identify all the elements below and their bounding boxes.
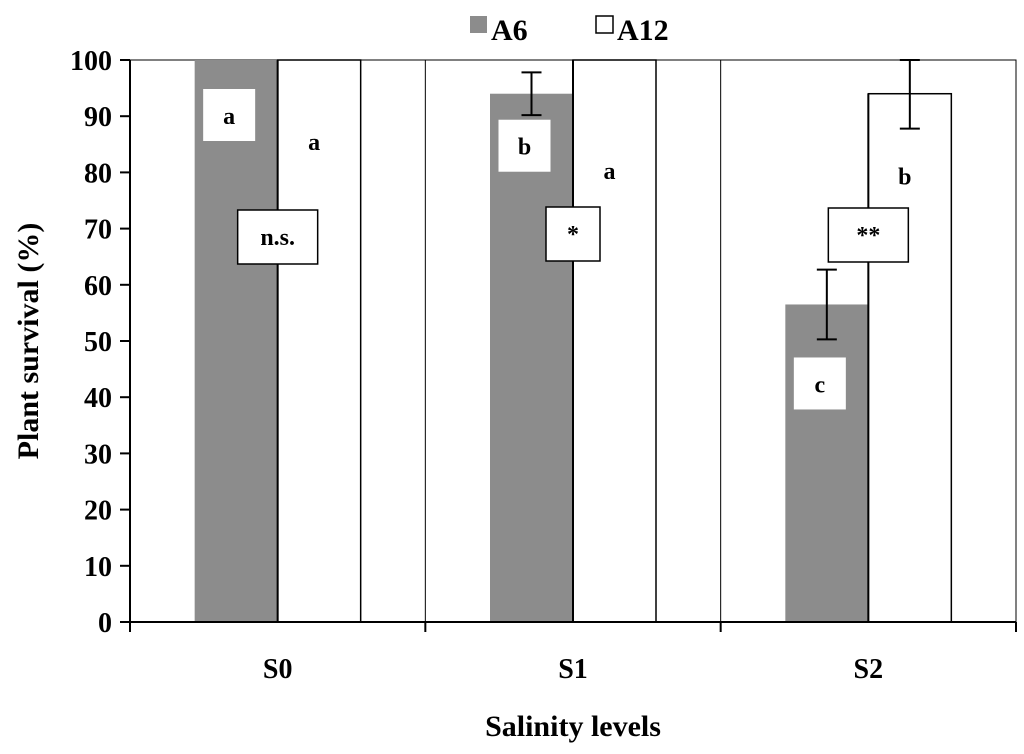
x-axis-title: Salinity levels xyxy=(485,710,661,743)
x-tick-label-s1: S1 xyxy=(558,654,588,685)
legend: A6 A12 xyxy=(470,14,669,47)
bar-a6-s1 xyxy=(490,93,573,623)
y-tick-label: 20 xyxy=(84,496,112,527)
error-bar-a6-s1 xyxy=(521,71,542,117)
comparison-annotation-s0: n.s. xyxy=(236,209,319,265)
significance-letter-a6-s0: a xyxy=(223,104,235,130)
y-tick-label: 80 xyxy=(84,158,112,189)
legend-label: A6 xyxy=(491,14,528,47)
y-tick-label: 90 xyxy=(84,102,112,133)
bars xyxy=(194,59,953,623)
y-tick-label: 30 xyxy=(84,439,112,470)
comparison-annotation-s2: ** xyxy=(827,207,910,263)
svg-text:n.s.: n.s. xyxy=(260,225,295,251)
bar-a6-s0 xyxy=(194,60,278,622)
bar-a6-s2 xyxy=(785,304,869,622)
letter-box xyxy=(498,119,551,172)
significance-letters: a a b a c b xyxy=(203,89,912,410)
x-tick-label-s0: S0 xyxy=(263,654,293,685)
significance-letter-a6-s1: b xyxy=(518,135,531,161)
legend-item-a12: A12 xyxy=(595,14,669,47)
y-tick-label: 70 xyxy=(84,215,112,246)
y-tick-label: 0 xyxy=(98,608,112,639)
significance-letter-a12-s2: b xyxy=(898,165,911,191)
letter-box xyxy=(793,357,846,410)
legend-label: A12 xyxy=(617,14,669,47)
legend-swatch xyxy=(595,15,614,34)
axes: S0 S1 S2 0 10 20 30 40 50 60 70 80 90 100 xyxy=(70,46,1017,685)
x-tick-label-s2: S2 xyxy=(854,654,884,685)
svg-text:*: * xyxy=(567,222,579,248)
y-tick-label: 40 xyxy=(84,383,112,414)
bar-a12-s1 xyxy=(572,59,657,623)
svg-text:**: ** xyxy=(856,223,880,249)
legend-swatch xyxy=(470,16,487,33)
y-tick-label: 100 xyxy=(70,46,112,77)
error-bars xyxy=(521,59,920,341)
y-tick-label: 10 xyxy=(84,552,112,583)
error-bar-a12-s2 xyxy=(899,59,920,130)
legend-item-a6: A6 xyxy=(470,14,528,47)
significance-letter-a12-s1: a xyxy=(604,159,616,185)
y-tick-label: 50 xyxy=(84,327,112,358)
comparison-annotation-s1: * xyxy=(545,206,601,262)
letter-box xyxy=(203,89,256,141)
y-tick-label: 60 xyxy=(84,271,112,302)
significance-letter-a12-s0: a xyxy=(308,130,320,156)
comparison-annotations: n.s. * ** xyxy=(236,206,910,265)
significance-letter-a6-s2: c xyxy=(815,372,826,398)
y-axis-title: Plant survival (%) xyxy=(12,223,45,460)
error-bar-a6-s2 xyxy=(816,268,837,341)
